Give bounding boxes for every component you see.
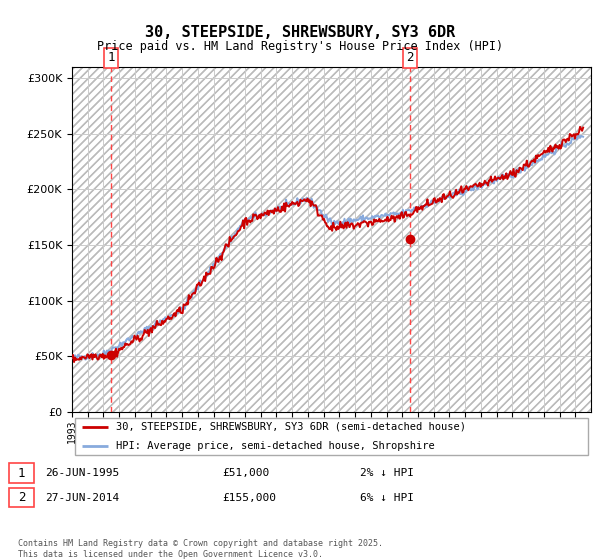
Text: £155,000: £155,000 [222, 492, 276, 502]
Text: Contains HM Land Registry data © Crown copyright and database right 2025.
This d: Contains HM Land Registry data © Crown c… [18, 539, 383, 559]
Text: 2: 2 [18, 491, 25, 504]
Text: 2: 2 [406, 52, 413, 64]
Text: 26-JUN-1995: 26-JUN-1995 [45, 468, 119, 478]
Text: 1: 1 [18, 466, 25, 479]
FancyBboxPatch shape [9, 464, 34, 483]
Text: 2% ↓ HPI: 2% ↓ HPI [360, 468, 414, 478]
Text: Price paid vs. HM Land Registry's House Price Index (HPI): Price paid vs. HM Land Registry's House … [97, 40, 503, 53]
Text: 6% ↓ HPI: 6% ↓ HPI [360, 492, 414, 502]
Text: 1: 1 [107, 52, 115, 64]
Text: 30, STEEPSIDE, SHREWSBURY, SY3 6DR (semi-detached house): 30, STEEPSIDE, SHREWSBURY, SY3 6DR (semi… [116, 422, 466, 432]
Text: HPI: Average price, semi-detached house, Shropshire: HPI: Average price, semi-detached house,… [116, 441, 435, 450]
FancyBboxPatch shape [74, 418, 589, 455]
Text: 30, STEEPSIDE, SHREWSBURY, SY3 6DR: 30, STEEPSIDE, SHREWSBURY, SY3 6DR [145, 25, 455, 40]
Text: £51,000: £51,000 [222, 468, 269, 478]
Text: 27-JUN-2014: 27-JUN-2014 [45, 492, 119, 502]
FancyBboxPatch shape [9, 488, 34, 507]
